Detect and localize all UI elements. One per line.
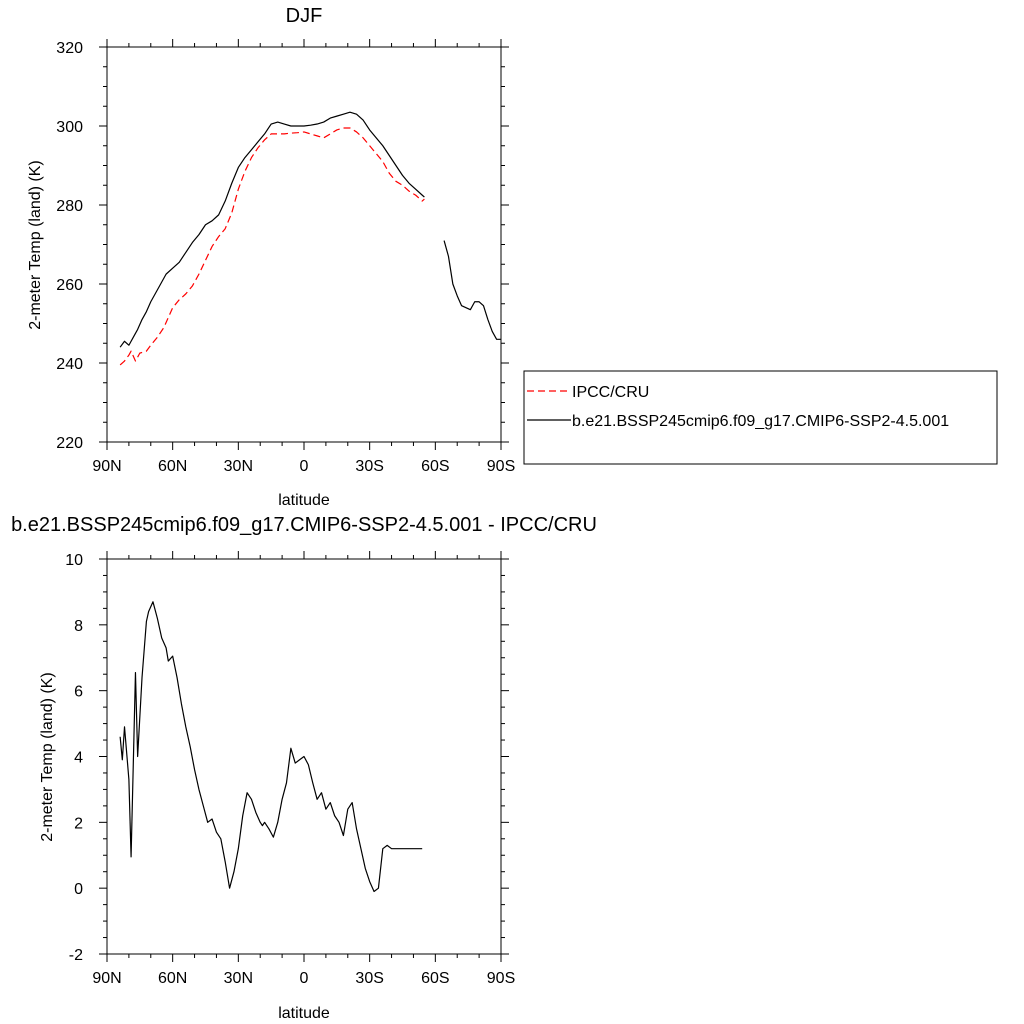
top-series-line-1	[119, 111, 501, 348]
top-y-tick-label: 300	[56, 119, 83, 136]
bottom-x-tick-label: 60N	[158, 970, 187, 987]
top-x-tick-label: 90S	[487, 458, 515, 475]
top-y-axis-label: 2-meter Temp (land) (K)	[27, 160, 44, 330]
top-series-line-0	[119, 127, 425, 366]
top-x-tick-label: 0	[300, 458, 309, 475]
bottom-x-tick-label: 30N	[224, 970, 253, 987]
top-y-tick-label: 320	[56, 40, 83, 57]
bottom-series-layer	[119, 601, 423, 893]
bottom-y-axis-label: 2-meter Temp (land) (K)	[39, 672, 56, 842]
top-x-tick-label: 60S	[421, 458, 449, 475]
bottom-chart-title: b.e21.BSSP245cmip6.f09_g17.CMIP6-SSP2-4.…	[11, 514, 597, 536]
bottom-x-tick-label: 30S	[355, 970, 383, 987]
top-x-tick-label: 30S	[355, 458, 383, 475]
bottom-ticks: 90N 60N 30N 0 30S 60S 90S -2 0 2 4 6 8 10	[65, 551, 515, 987]
bottom-y-tick-label: -2	[69, 947, 83, 964]
top-chart-title: DJF	[286, 5, 323, 27]
top-y-tick-label: 260	[56, 277, 83, 294]
top-ticks: 90N 60N 30N 0 30S 60S 90S 220 240 260 280 300 320	[56, 39, 515, 475]
top-plot-frame	[106, 46, 502, 443]
top-y-tick-label: 240	[56, 356, 83, 373]
bottom-series-line-0	[119, 601, 423, 893]
top-y-tick-label: 280	[56, 198, 83, 215]
bottom-y-tick-label: 8	[74, 618, 83, 635]
top-series-layer	[119, 111, 501, 366]
top-y-tick-label: 220	[56, 435, 83, 452]
bottom-y-tick-label: 6	[74, 684, 83, 701]
bottom-panel: b.e21.BSSP245cmip6.f09_g17.CMIP6-SSP2-4.…	[11, 514, 597, 1022]
top-panel: DJF 90N 60N 30N 0 30S 60S 90S 220 240 260 280 300 32…	[27, 5, 515, 509]
top-x-tick-label: 60N	[158, 458, 187, 475]
bottom-x-tick-label: 90S	[487, 970, 515, 987]
top-x-tick-label: 30N	[224, 458, 253, 475]
legend-label-model: b.e21.BSSP245cmip6.f09_g17.CMIP6-SSP2-4.…	[572, 413, 949, 430]
top-x-axis-label: latitude	[278, 492, 330, 509]
top-x-tick-label: 90N	[92, 458, 121, 475]
bottom-y-tick-label: 0	[74, 881, 83, 898]
bottom-x-axis-label: latitude	[278, 1005, 330, 1022]
bottom-x-tick-label: 90N	[92, 970, 121, 987]
legend-box	[523, 370, 998, 465]
bottom-y-tick-label: 2	[74, 815, 83, 832]
bottom-y-tick-label: 10	[65, 552, 83, 569]
bottom-y-tick-label: 4	[74, 750, 83, 767]
legend: IPCC/CRU b.e21.BSSP245cmip6.f09_g17.CMIP…	[523, 370, 998, 465]
bottom-x-tick-label: 60S	[421, 970, 449, 987]
legend-label-ipcc-cru: IPCC/CRU	[572, 384, 649, 401]
bottom-x-tick-label: 0	[300, 970, 309, 987]
